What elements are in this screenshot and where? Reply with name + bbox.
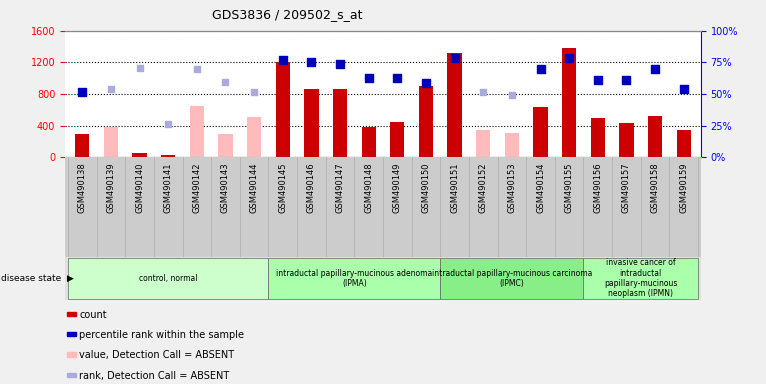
Bar bbox=[676, 130, 691, 157]
Bar bbox=[68, 258, 268, 299]
Text: GSM490142: GSM490142 bbox=[192, 162, 201, 213]
Text: GSM490138: GSM490138 bbox=[78, 162, 87, 213]
Text: intraductal papillary-mucinous carcinoma
(IPMC): intraductal papillary-mucinous carcinoma… bbox=[432, 269, 592, 288]
Bar bbox=[390, 122, 404, 157]
Text: GDS3836 / 209502_s_at: GDS3836 / 209502_s_at bbox=[212, 8, 363, 21]
Text: GSM490158: GSM490158 bbox=[650, 162, 660, 213]
Text: GSM490139: GSM490139 bbox=[106, 162, 116, 213]
Point bbox=[362, 75, 375, 81]
Text: disease state  ▶: disease state ▶ bbox=[1, 274, 74, 283]
Text: GSM490157: GSM490157 bbox=[622, 162, 631, 213]
Point bbox=[506, 92, 518, 98]
Bar bbox=[591, 118, 605, 157]
Text: GSM490146: GSM490146 bbox=[307, 162, 316, 213]
Bar bbox=[562, 48, 576, 157]
Bar bbox=[190, 106, 204, 157]
Text: GSM490155: GSM490155 bbox=[565, 162, 574, 213]
Text: GSM490148: GSM490148 bbox=[364, 162, 373, 213]
Bar bbox=[276, 62, 290, 157]
Point bbox=[191, 66, 203, 72]
Text: rank, Detection Call = ABSENT: rank, Detection Call = ABSENT bbox=[79, 371, 229, 381]
Bar bbox=[362, 127, 376, 157]
Text: GSM490141: GSM490141 bbox=[164, 162, 172, 213]
Point bbox=[248, 89, 260, 96]
Bar bbox=[75, 134, 90, 157]
Bar bbox=[440, 258, 584, 299]
Point bbox=[133, 65, 146, 71]
Text: GSM490152: GSM490152 bbox=[479, 162, 488, 213]
Point bbox=[563, 55, 575, 61]
Bar bbox=[333, 89, 347, 157]
Bar bbox=[476, 130, 490, 157]
Text: GSM490159: GSM490159 bbox=[679, 162, 688, 213]
Text: GSM490156: GSM490156 bbox=[594, 162, 602, 213]
Point bbox=[219, 79, 231, 85]
Bar bbox=[533, 107, 548, 157]
Text: GSM490140: GSM490140 bbox=[135, 162, 144, 213]
Text: GSM490151: GSM490151 bbox=[450, 162, 459, 213]
Point bbox=[535, 66, 547, 72]
Bar bbox=[648, 116, 663, 157]
Bar bbox=[67, 312, 76, 316]
Bar bbox=[161, 155, 175, 157]
Bar bbox=[218, 134, 233, 157]
Point bbox=[649, 66, 661, 72]
Bar bbox=[67, 332, 76, 336]
Text: GSM490145: GSM490145 bbox=[278, 162, 287, 213]
Text: GSM490143: GSM490143 bbox=[221, 162, 230, 213]
Text: count: count bbox=[79, 310, 106, 320]
Bar bbox=[584, 258, 698, 299]
Bar bbox=[419, 86, 433, 157]
Point bbox=[591, 77, 604, 83]
Text: GSM490147: GSM490147 bbox=[336, 162, 345, 213]
Bar bbox=[268, 258, 440, 299]
Text: intraductal papillary-mucinous adenoma
(IPMA): intraductal papillary-mucinous adenoma (… bbox=[277, 269, 433, 288]
Text: GSM490150: GSM490150 bbox=[421, 162, 430, 213]
Bar bbox=[67, 353, 76, 357]
Text: GSM490144: GSM490144 bbox=[250, 162, 259, 213]
Bar bbox=[447, 53, 462, 157]
Text: GSM490154: GSM490154 bbox=[536, 162, 545, 213]
Point bbox=[391, 75, 404, 81]
Point bbox=[477, 89, 489, 95]
Point bbox=[448, 55, 460, 61]
Bar bbox=[67, 372, 76, 377]
Bar bbox=[247, 117, 261, 157]
Text: invasive cancer of
intraductal
papillary-mucinous
neoplasm (IPMN): invasive cancer of intraductal papillary… bbox=[604, 258, 677, 298]
Bar bbox=[133, 153, 147, 157]
Point bbox=[162, 121, 175, 127]
Bar bbox=[619, 123, 633, 157]
Text: control, normal: control, normal bbox=[139, 274, 198, 283]
Bar bbox=[103, 127, 118, 157]
Point bbox=[306, 58, 318, 65]
Text: percentile rank within the sample: percentile rank within the sample bbox=[79, 330, 244, 340]
Text: value, Detection Call = ABSENT: value, Detection Call = ABSENT bbox=[79, 350, 234, 360]
Bar bbox=[505, 133, 519, 157]
Text: GSM490149: GSM490149 bbox=[393, 162, 402, 213]
Point bbox=[76, 89, 88, 95]
Bar bbox=[304, 89, 319, 157]
Point bbox=[678, 86, 690, 92]
Point bbox=[277, 57, 289, 63]
Text: GSM490153: GSM490153 bbox=[507, 162, 516, 213]
Point bbox=[334, 61, 346, 67]
Point bbox=[420, 80, 432, 86]
Point bbox=[620, 77, 633, 83]
Point bbox=[105, 86, 117, 92]
